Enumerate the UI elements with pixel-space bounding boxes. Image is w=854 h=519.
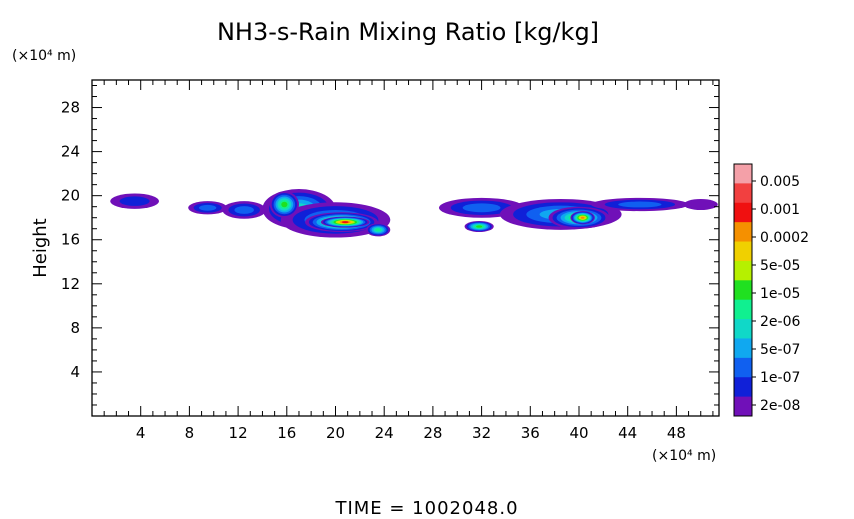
y-tick-label: 16 xyxy=(61,231,80,249)
field-blob-1-level-2 xyxy=(199,204,217,211)
field-blob-5-level-6 xyxy=(281,201,288,208)
y-unit-label: (×10⁴ m) xyxy=(12,48,76,64)
chart-title: NH3-s-Rain Mixing Ratio [kg/kg] xyxy=(217,18,599,46)
y-tick-label: 4 xyxy=(70,363,80,381)
x-tick-label: 36 xyxy=(521,424,540,442)
colorbar-swatch xyxy=(734,299,752,320)
field-blob-0-level-1 xyxy=(119,196,150,206)
y-tick-label: 24 xyxy=(61,143,80,161)
field-blob-15-level-0 xyxy=(683,198,718,210)
y-axis-title: Height xyxy=(30,218,51,278)
x-tick-label: 40 xyxy=(569,424,588,442)
colorbar-label: 0.005 xyxy=(760,174,800,190)
time-label: TIME = 1002048.0 xyxy=(334,498,518,519)
colorbar-swatch xyxy=(734,183,752,204)
colorbar-label: 0.0002 xyxy=(760,230,809,246)
x-tick-label: 44 xyxy=(618,424,637,442)
y-tick-label: 28 xyxy=(61,99,80,117)
colorbar: 0.005 0.001 0.0002 5e-05 1e-05 2e-06 5e-07 1e-0… xyxy=(733,163,809,417)
field-layer xyxy=(110,189,718,238)
colorbar-label: 5e-07 xyxy=(760,342,800,358)
field-blob-9-level-2 xyxy=(462,203,501,213)
colorbar-swatch xyxy=(734,241,752,262)
field-blob-8-level-5 xyxy=(375,228,382,232)
colorbar-label: 2e-06 xyxy=(760,314,800,330)
colorbar-swatch xyxy=(734,280,752,301)
x-tick-label: 20 xyxy=(326,424,345,442)
plot-area xyxy=(110,189,718,238)
y-tick-label: 12 xyxy=(61,275,80,293)
plot-frame xyxy=(91,79,720,417)
colorbar-label: 2e-08 xyxy=(760,398,800,414)
y-tick-label: 8 xyxy=(70,319,80,337)
x-unit-label: (×10⁴ m) xyxy=(652,448,716,464)
colorbar-label: 1e-07 xyxy=(760,370,800,386)
x-tick-label: 4 xyxy=(136,424,146,442)
colorbar-swatch xyxy=(734,357,752,378)
colorbar-swatch xyxy=(734,164,752,184)
colorbar-label: 0.001 xyxy=(760,202,800,218)
colorbar-label: 5e-05 xyxy=(760,258,800,274)
colorbar-swatch xyxy=(734,396,752,417)
x-tick-label: 32 xyxy=(472,424,491,442)
field-blob-7-level-10 xyxy=(341,221,349,224)
field-blob-13-level-9 xyxy=(580,216,585,219)
colorbar-swatch xyxy=(734,338,752,359)
colorbar-swatch xyxy=(734,377,752,398)
x-tick-label: 28 xyxy=(423,424,442,442)
field-blob-2-level-2 xyxy=(234,206,254,214)
colorbar-frame xyxy=(733,163,753,417)
field-blob-14-level-2 xyxy=(618,201,662,208)
x-tick-label: 12 xyxy=(229,424,248,442)
field-blob-10-level-6 xyxy=(476,225,483,228)
y-axis: 4 8 12 16 20 24 28 xyxy=(61,85,719,406)
x-tick-label: 8 xyxy=(185,424,195,442)
colorbar-swatch xyxy=(734,202,752,223)
x-axis: 4 8 12 16 20 24 28 32 36 40 44 48 xyxy=(103,80,714,442)
x-tick-label: 48 xyxy=(667,424,686,442)
y-tick-label: 20 xyxy=(61,187,80,205)
x-tick-label: 16 xyxy=(277,424,296,442)
colorbar-swatch xyxy=(734,222,752,243)
colorbar-label: 1e-05 xyxy=(760,286,800,302)
colorbar-swatch xyxy=(734,319,752,339)
x-tick-label: 24 xyxy=(375,424,394,442)
colorbar-swatch xyxy=(734,260,752,281)
